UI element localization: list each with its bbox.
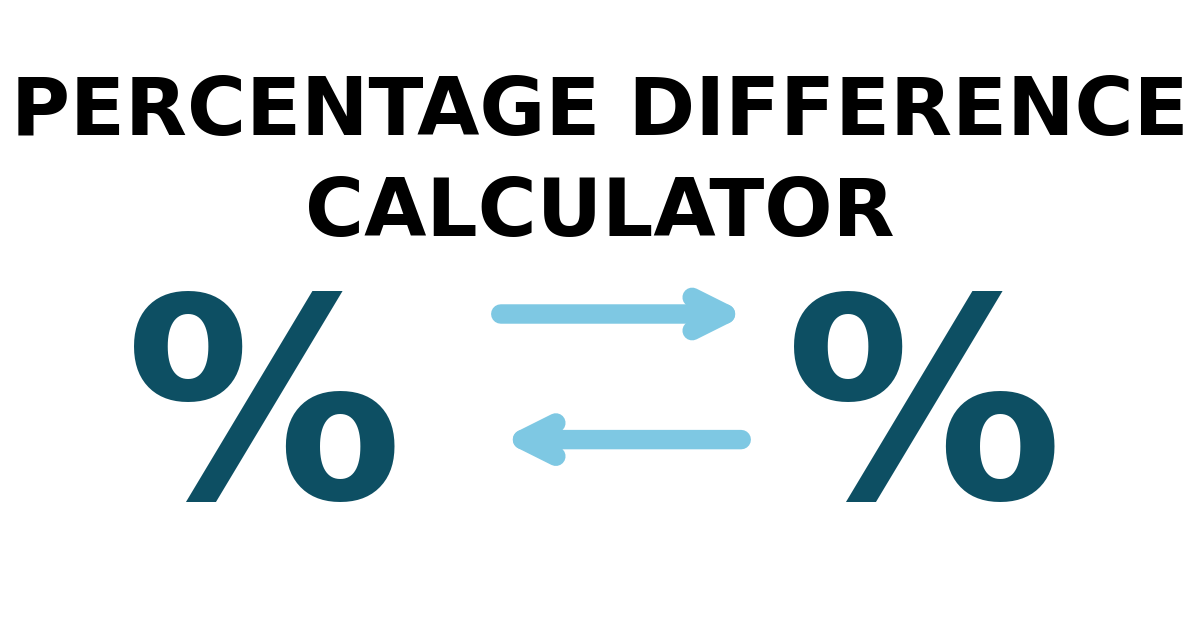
Text: %: % <box>125 286 403 556</box>
Text: %: % <box>785 286 1063 556</box>
Text: PERCENTAGE DIFFERENCE: PERCENTAGE DIFFERENCE <box>11 74 1189 152</box>
Text: CALCULATOR: CALCULATOR <box>305 175 895 252</box>
